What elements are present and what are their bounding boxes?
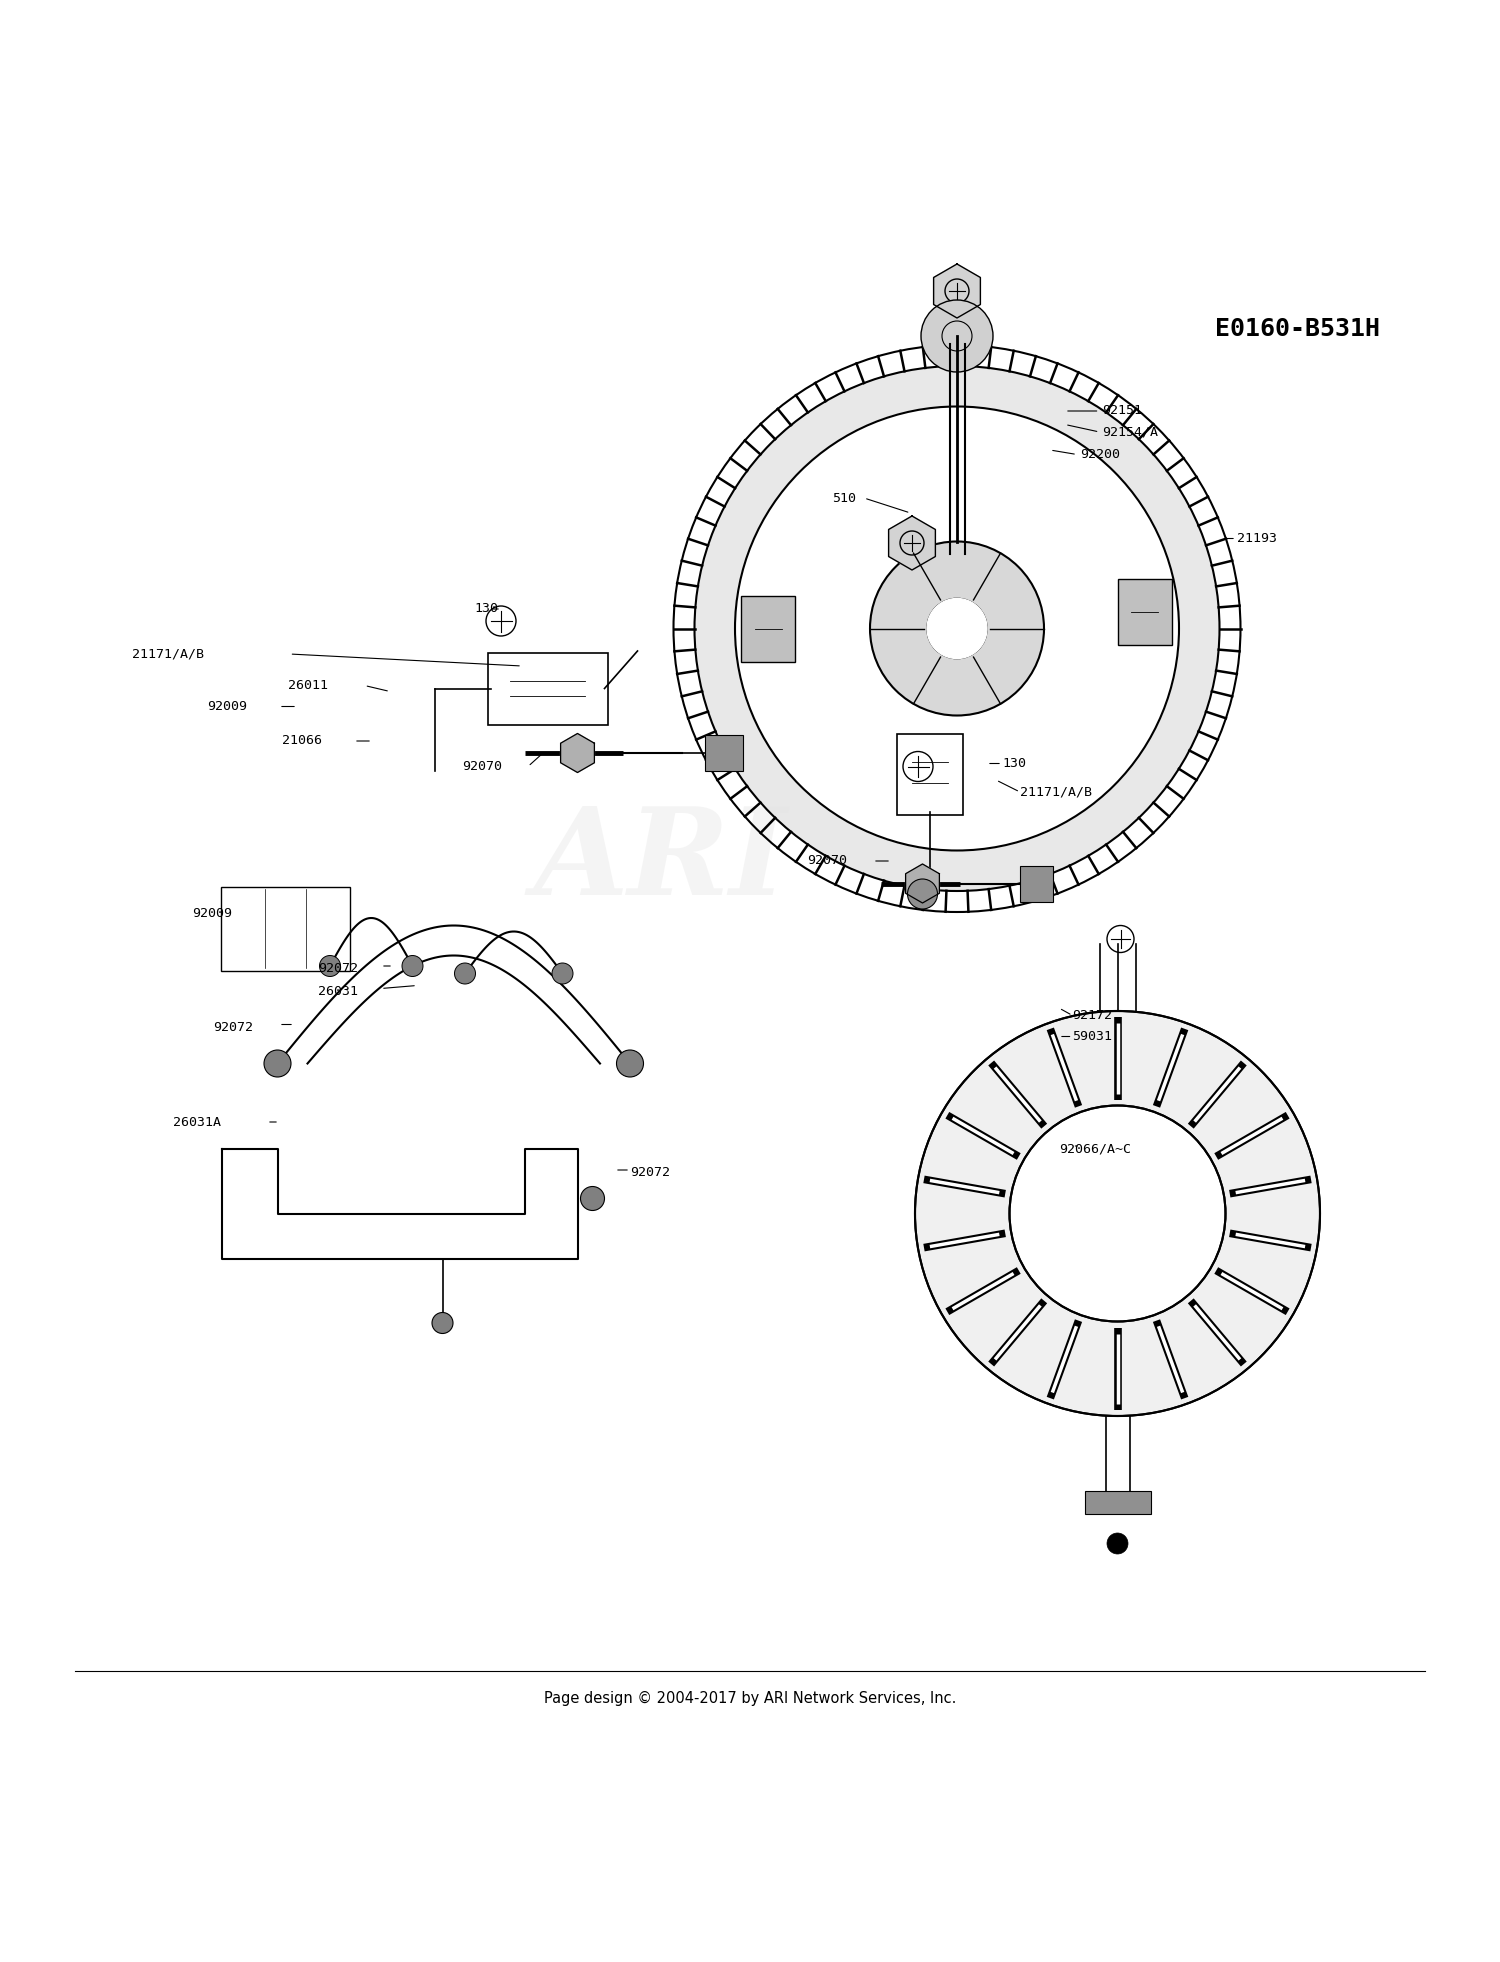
Text: 92009: 92009 <box>192 906 232 920</box>
Text: 26011: 26011 <box>288 679 328 693</box>
Text: 21066: 21066 <box>282 734 322 748</box>
Text: 21171/A/B: 21171/A/B <box>132 647 204 661</box>
Polygon shape <box>927 598 987 659</box>
Text: 92072: 92072 <box>318 963 358 975</box>
Text: 26031A: 26031A <box>172 1116 220 1128</box>
Circle shape <box>320 955 340 977</box>
Circle shape <box>1010 1105 1226 1322</box>
FancyBboxPatch shape <box>705 736 742 771</box>
Text: 92009: 92009 <box>207 700 248 712</box>
Polygon shape <box>561 734 594 773</box>
FancyBboxPatch shape <box>1020 865 1053 901</box>
Text: 26031: 26031 <box>318 985 358 999</box>
FancyBboxPatch shape <box>220 887 350 971</box>
Text: 92070: 92070 <box>462 759 503 773</box>
Text: 510: 510 <box>833 492 856 504</box>
Text: 92066/A~C: 92066/A~C <box>1059 1142 1131 1156</box>
FancyBboxPatch shape <box>488 653 608 724</box>
FancyBboxPatch shape <box>741 596 795 661</box>
Text: 92151: 92151 <box>1102 404 1143 418</box>
Text: 92070: 92070 <box>807 855 847 867</box>
Text: 92154/A: 92154/A <box>1102 426 1158 438</box>
Text: 92172: 92172 <box>1072 1008 1113 1022</box>
Circle shape <box>580 1187 604 1211</box>
Text: 59031: 59031 <box>1072 1030 1113 1044</box>
Text: 92072: 92072 <box>213 1020 254 1034</box>
Circle shape <box>402 955 423 977</box>
Polygon shape <box>933 265 981 318</box>
Text: 130: 130 <box>474 602 498 616</box>
Polygon shape <box>888 516 936 571</box>
Circle shape <box>616 1050 644 1077</box>
Polygon shape <box>870 542 1044 716</box>
Text: 130: 130 <box>1002 757 1026 769</box>
Text: 92072: 92072 <box>630 1167 670 1179</box>
FancyBboxPatch shape <box>897 734 963 814</box>
Circle shape <box>921 300 993 373</box>
Polygon shape <box>735 406 1179 850</box>
Polygon shape <box>906 863 939 903</box>
FancyBboxPatch shape <box>1118 579 1172 645</box>
Circle shape <box>432 1313 453 1334</box>
FancyBboxPatch shape <box>1084 1491 1150 1513</box>
Text: 21171/A/B: 21171/A/B <box>1020 785 1092 799</box>
Text: E0160-B531H: E0160-B531H <box>1215 316 1380 341</box>
Circle shape <box>454 963 476 985</box>
Text: 92200: 92200 <box>1080 447 1120 461</box>
Circle shape <box>915 1010 1320 1417</box>
Circle shape <box>552 963 573 985</box>
Polygon shape <box>694 367 1220 891</box>
Text: Page design © 2004-2017 by ARI Network Services, Inc.: Page design © 2004-2017 by ARI Network S… <box>544 1691 956 1705</box>
Text: 21193: 21193 <box>1238 532 1278 545</box>
Circle shape <box>908 879 938 908</box>
Circle shape <box>1107 1532 1128 1554</box>
Circle shape <box>264 1050 291 1077</box>
Text: ARI: ARI <box>532 802 788 920</box>
